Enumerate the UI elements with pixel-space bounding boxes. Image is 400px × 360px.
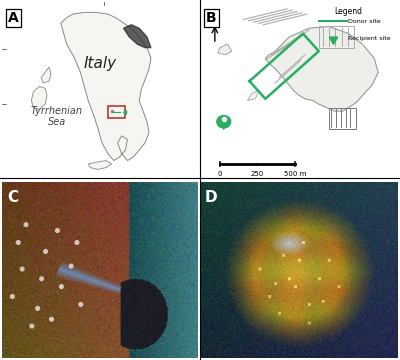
- Polygon shape: [220, 122, 228, 131]
- Bar: [319, 27, 354, 48]
- Text: Tyrrhenian
Sea: Tyrrhenian Sea: [31, 106, 83, 127]
- Text: Italy: Italy: [84, 56, 116, 71]
- Polygon shape: [31, 86, 47, 109]
- Text: C: C: [7, 190, 18, 204]
- Polygon shape: [218, 44, 232, 55]
- Polygon shape: [124, 25, 151, 48]
- Polygon shape: [88, 161, 112, 169]
- Bar: [108, 106, 126, 118]
- Text: 10°E: 10°E: [97, 0, 110, 1]
- Text: Recipient site: Recipient site: [348, 36, 391, 41]
- Circle shape: [217, 116, 231, 128]
- Text: B: B: [206, 10, 216, 24]
- Text: A: A: [8, 10, 19, 24]
- Text: Legend: Legend: [334, 7, 362, 16]
- Polygon shape: [61, 12, 151, 161]
- Text: 250: 250: [251, 171, 264, 177]
- Polygon shape: [41, 67, 51, 83]
- Text: Donor site: Donor site: [348, 19, 381, 24]
- Text: N: N: [211, 10, 218, 19]
- Polygon shape: [265, 27, 378, 111]
- Text: 0: 0: [218, 171, 222, 177]
- Text: D: D: [205, 190, 218, 204]
- Polygon shape: [248, 90, 259, 100]
- Text: 500 m: 500 m: [284, 171, 306, 177]
- Bar: [329, 108, 356, 129]
